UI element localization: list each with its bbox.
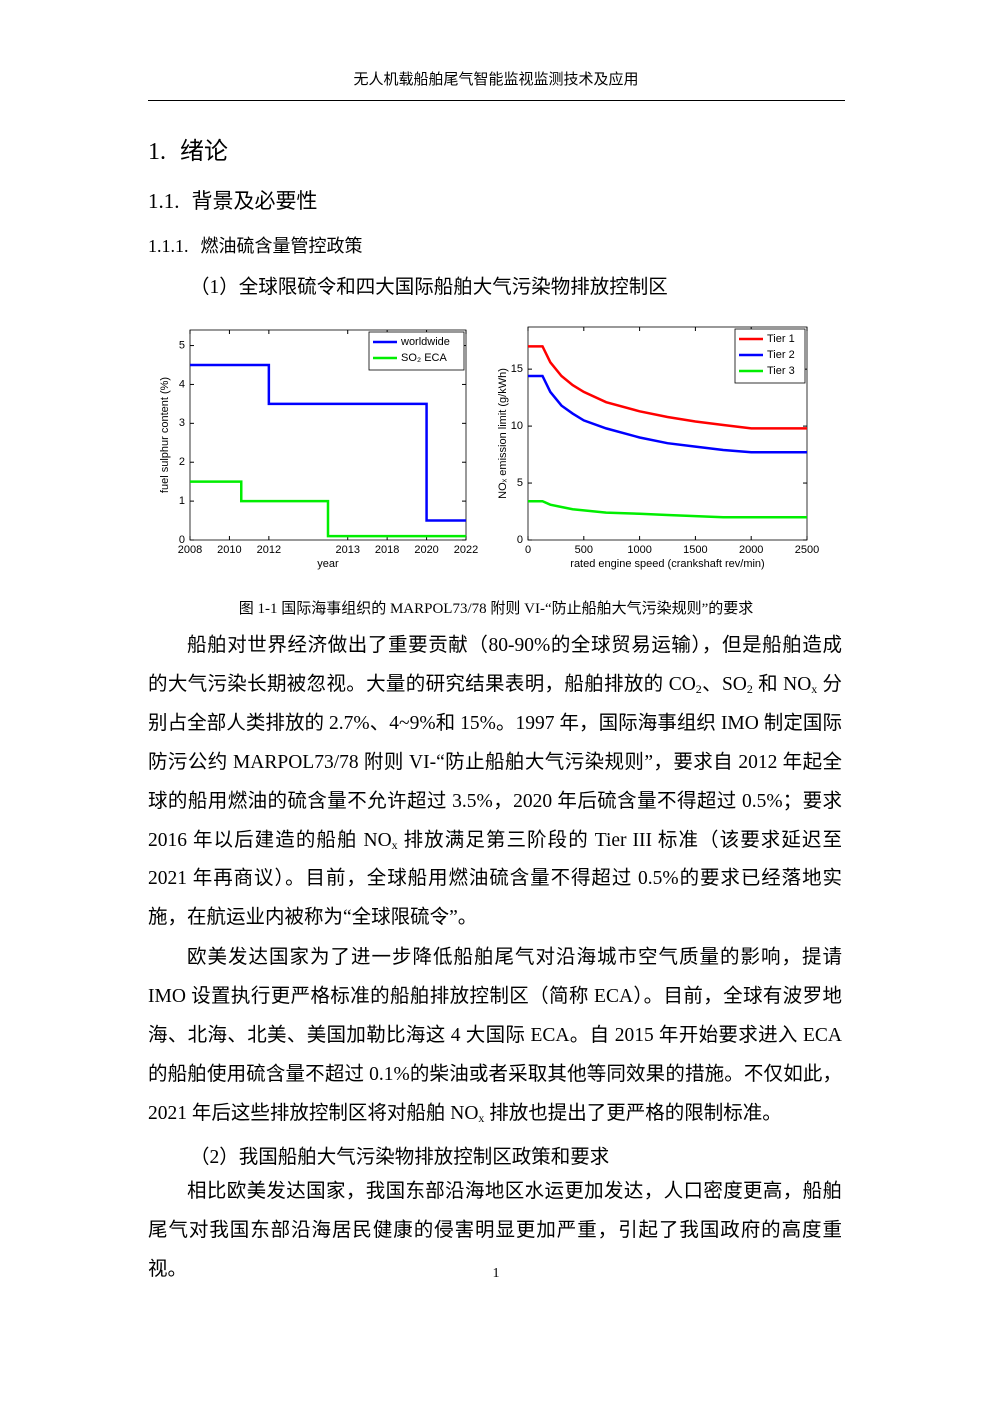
running-header: 无人机载船舶尾气智能监视监测技术及应用 <box>353 72 639 88</box>
legend-label: Tier 2 <box>767 349 795 361</box>
subsubsection-title: 燃油硫含量管控政策 <box>200 236 363 256</box>
subsubsection-number: 1.1.1. <box>148 236 189 256</box>
list-item: （2）我国船舶大气污染物排放控制区政策和要求 <box>190 1147 610 1168</box>
subscript: 2 <box>695 681 702 696</box>
figure-caption: 图 1-1 国际海事组织的 MARPOL73/78 附则 VI-“防止船舶大气污… <box>238 601 754 617</box>
y-tick-label: 5 <box>517 477 523 489</box>
legend-label: worldwide <box>400 336 450 348</box>
subscript: x <box>811 681 818 696</box>
paragraph: 相比欧美发达国家，我国东部沿海地区水运更加发达，人口密度更高，船舶尾气对我国东部… <box>148 1173 842 1290</box>
subscript: 2 <box>746 681 753 696</box>
y-tick-label: 5 <box>179 339 185 351</box>
text-run: 和 NO <box>752 673 812 695</box>
x-tick-label: 2020 <box>414 544 438 556</box>
subsubsection-heading: 1.1.1. 燃油硫含量管控政策 <box>148 232 363 258</box>
text-run: 排放也提出了更严格的限制标准。 <box>484 1102 782 1124</box>
data-line <box>190 363 466 522</box>
y-tick-label: 4 <box>179 378 185 390</box>
subsection-heading: 1.1. 背景及必要性 <box>148 185 318 215</box>
page-number: 1 <box>492 1266 500 1281</box>
section-heading: 1. 绪论 <box>148 131 228 166</box>
section-title: 绪论 <box>180 139 228 165</box>
data-line <box>528 345 807 430</box>
x-tick-label: 2013 <box>335 544 359 556</box>
y-tick-label: 3 <box>179 417 185 429</box>
text-run: 、SO <box>701 673 747 695</box>
y-tick-label: 0 <box>179 534 185 546</box>
text-run: 船舶对世界经济做出了重要贡献（80-90%的全球贸易运输），但是船舶造成的大气污… <box>148 635 842 695</box>
plot-frame <box>527 326 808 541</box>
subscript: x <box>391 837 398 852</box>
x-tick-label: 2018 <box>375 544 399 556</box>
subsection-title: 背景及必要性 <box>191 189 318 213</box>
y-tick-label: 0 <box>517 534 523 546</box>
text-run: 分别占全部人类排放的 2.7%、4~9%和 15%。1997 年，国际海事组织 … <box>148 673 842 851</box>
y-tick-label: 10 <box>511 420 523 432</box>
paragraph: 船舶对世界经济做出了重要贡献（80-90%的全球贸易运输），但是船舶造成的大气污… <box>148 627 842 938</box>
data-line <box>528 500 807 519</box>
y-axis-label: fuel sulphur content (%) <box>159 377 171 493</box>
x-tick-label: 2000 <box>739 544 763 556</box>
text-run: 排放满足第三阶段的 Tier III 标准（该要求延迟至 2021 年再商议）。… <box>148 829 842 929</box>
data-line <box>190 480 466 538</box>
list-item: （1）全球限硫令和四大国际船舶大气污染物排放控制区 <box>190 277 668 298</box>
x-axis-label: year <box>317 558 339 570</box>
figure: 2008 2010 2012 2013 2018 2020 2022 0 1 2 3 4 5 year fu… <box>159 326 819 570</box>
x-axis-label: rated engine speed (crankshaft rev/min) <box>570 558 764 570</box>
legend-label: SO₂ ECA <box>401 352 448 364</box>
data-line <box>528 374 807 454</box>
legend-box <box>368 331 465 371</box>
y-tick-label: 15 <box>511 363 523 375</box>
x-tick-label: 2500 <box>795 544 819 556</box>
legend-label: Tier 3 <box>767 365 795 377</box>
section-number: 1. <box>148 139 166 165</box>
header-rule <box>148 100 845 101</box>
paragraph: 欧美发达国家为了进一步降低船舶尾气对沿海城市空气质量的影响，提请 IMO 设置执… <box>148 939 842 1134</box>
text-run: 欧美发达国家为了进一步降低船舶尾气对沿海城市空气质量的影响，提请 IMO 设置执… <box>148 947 842 1124</box>
subscript: x <box>478 1110 485 1125</box>
y-tick-label: 1 <box>179 495 185 507</box>
x-tick-label: 1000 <box>627 544 651 556</box>
x-tick-label: 2012 <box>257 544 281 556</box>
legend-label: Tier 1 <box>767 333 795 345</box>
x-tick-label: 1500 <box>683 544 707 556</box>
x-tick-label: 2010 <box>217 544 241 556</box>
y-tick-label: 2 <box>179 456 185 468</box>
x-tick-label: 0 <box>525 544 531 556</box>
x-tick-label: 2022 <box>454 544 478 556</box>
subsection-number: 1.1. <box>148 189 180 213</box>
plot-frame <box>189 329 467 541</box>
text-run: 相比欧美发达国家，我国东部沿海地区水运更加发达，人口密度更高，船舶尾气对我国东部… <box>148 1181 842 1280</box>
x-tick-label: 500 <box>575 544 593 556</box>
y-axis-label: NOₓ emission limit (g/kWh) <box>497 368 509 499</box>
x-tick-label: 2008 <box>178 544 202 556</box>
